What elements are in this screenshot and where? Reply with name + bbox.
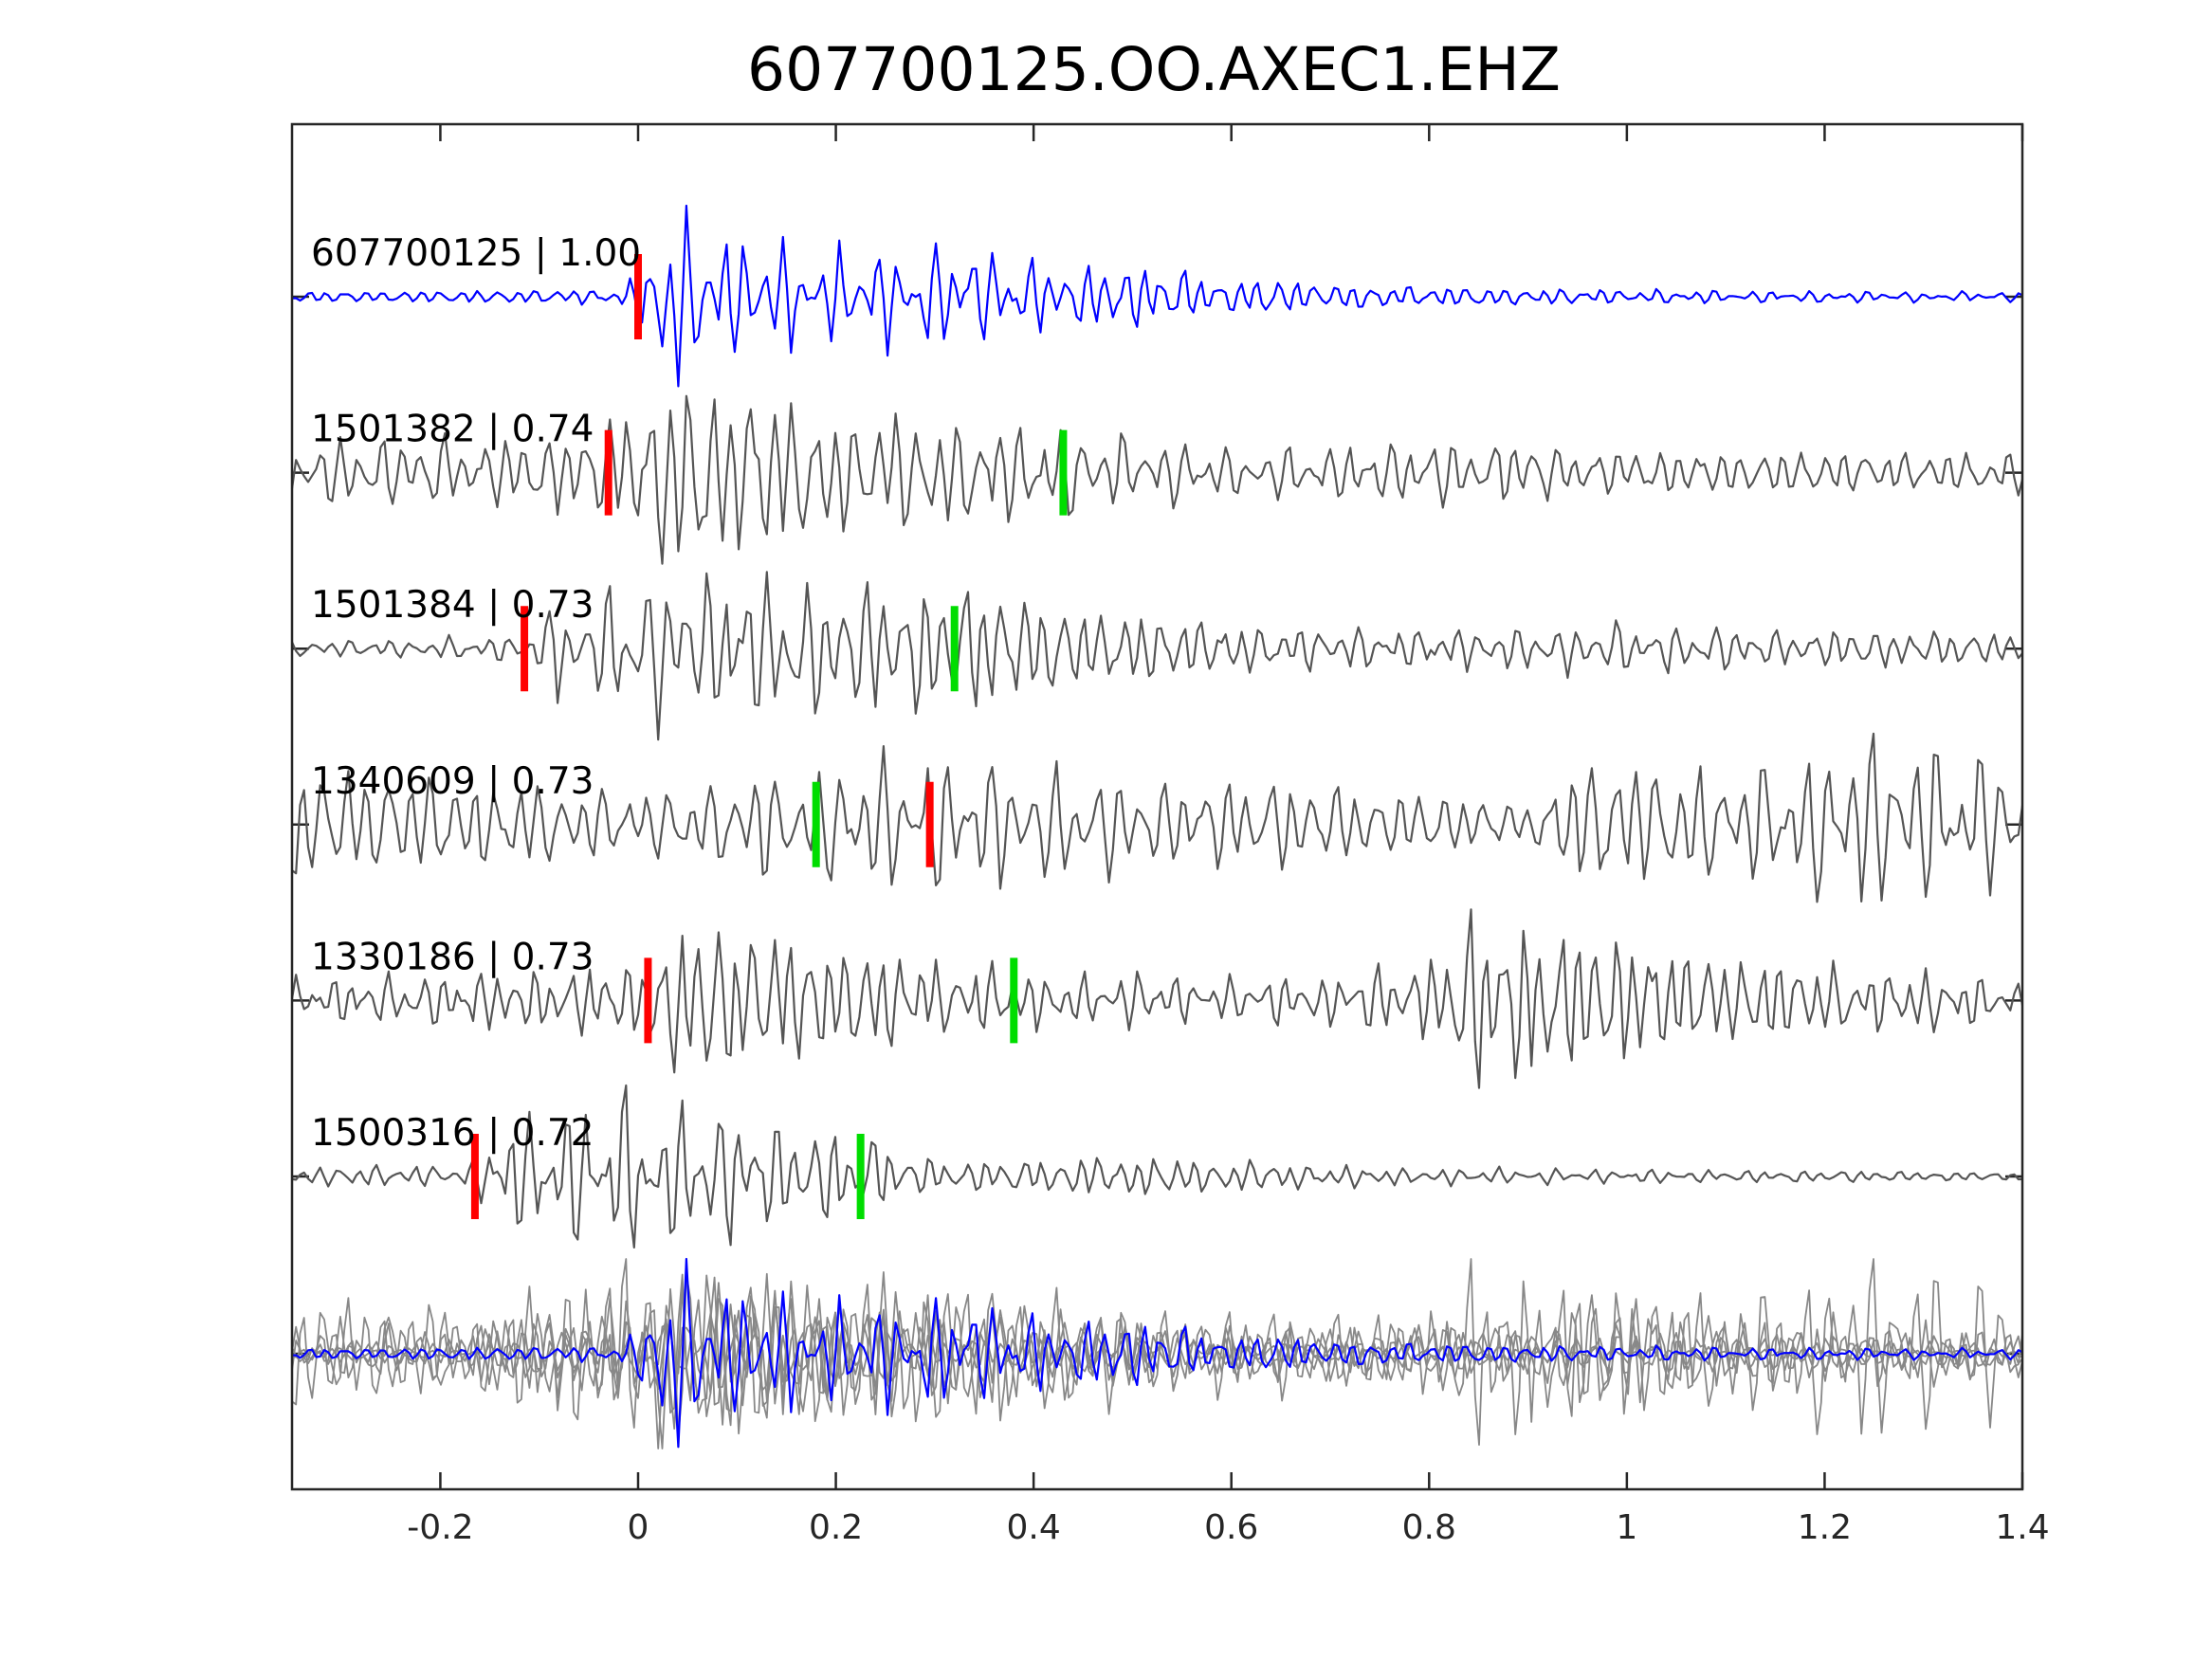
trace-label-layer: 607700125 | 1.00 1501382 | 0.74 1501384 | … — [311, 232, 641, 1155]
trace-1501384 — [290, 571, 2023, 741]
x-tick-label: 1 — [1616, 1508, 1637, 1547]
trace-label: 607700125 | 1.00 — [311, 232, 641, 275]
overlay-trace-1501384 — [291, 1272, 2023, 1449]
trace-label: 1330186 | 0.73 — [311, 936, 594, 978]
x-tick-label: 0 — [628, 1508, 649, 1547]
trace-1500316 — [291, 1084, 2023, 1249]
x-axis: -0.2 0 0.2 0.4 0.6 0.8 1 1.2 1.4 — [407, 124, 2050, 1547]
x-tick-label: 0.4 — [1007, 1508, 1061, 1547]
x-tick-label: 0.2 — [809, 1508, 863, 1547]
trace-label: 1340609 | 0.73 — [311, 760, 594, 803]
trace-607700125 — [291, 204, 2023, 388]
x-tick-label: 1.4 — [1995, 1508, 2049, 1547]
trace-label: 1501384 | 0.73 — [311, 584, 594, 627]
x-tick-label: 0.8 — [1402, 1508, 1456, 1547]
x-tick-label: 0.6 — [1204, 1508, 1258, 1547]
chart-title: 607700125.OO.AXEC1.EHZ — [747, 35, 1561, 104]
trace-1340609 — [291, 732, 2024, 903]
x-tick-label: -0.2 — [407, 1508, 473, 1547]
trace-label: 1500316 | 0.72 — [311, 1112, 594, 1155]
trace-label: 1501382 | 0.74 — [311, 409, 594, 451]
trace-layer — [290, 204, 2024, 1449]
overlay-trace-607700125 — [292, 1257, 2023, 1449]
trace-1501382 — [290, 394, 2024, 565]
axes-box — [290, 122, 2024, 1491]
overlay-trace-1340609 — [291, 1258, 2023, 1435]
trace-1330186 — [290, 908, 2024, 1089]
x-tick-label: 1.2 — [1798, 1508, 1852, 1547]
